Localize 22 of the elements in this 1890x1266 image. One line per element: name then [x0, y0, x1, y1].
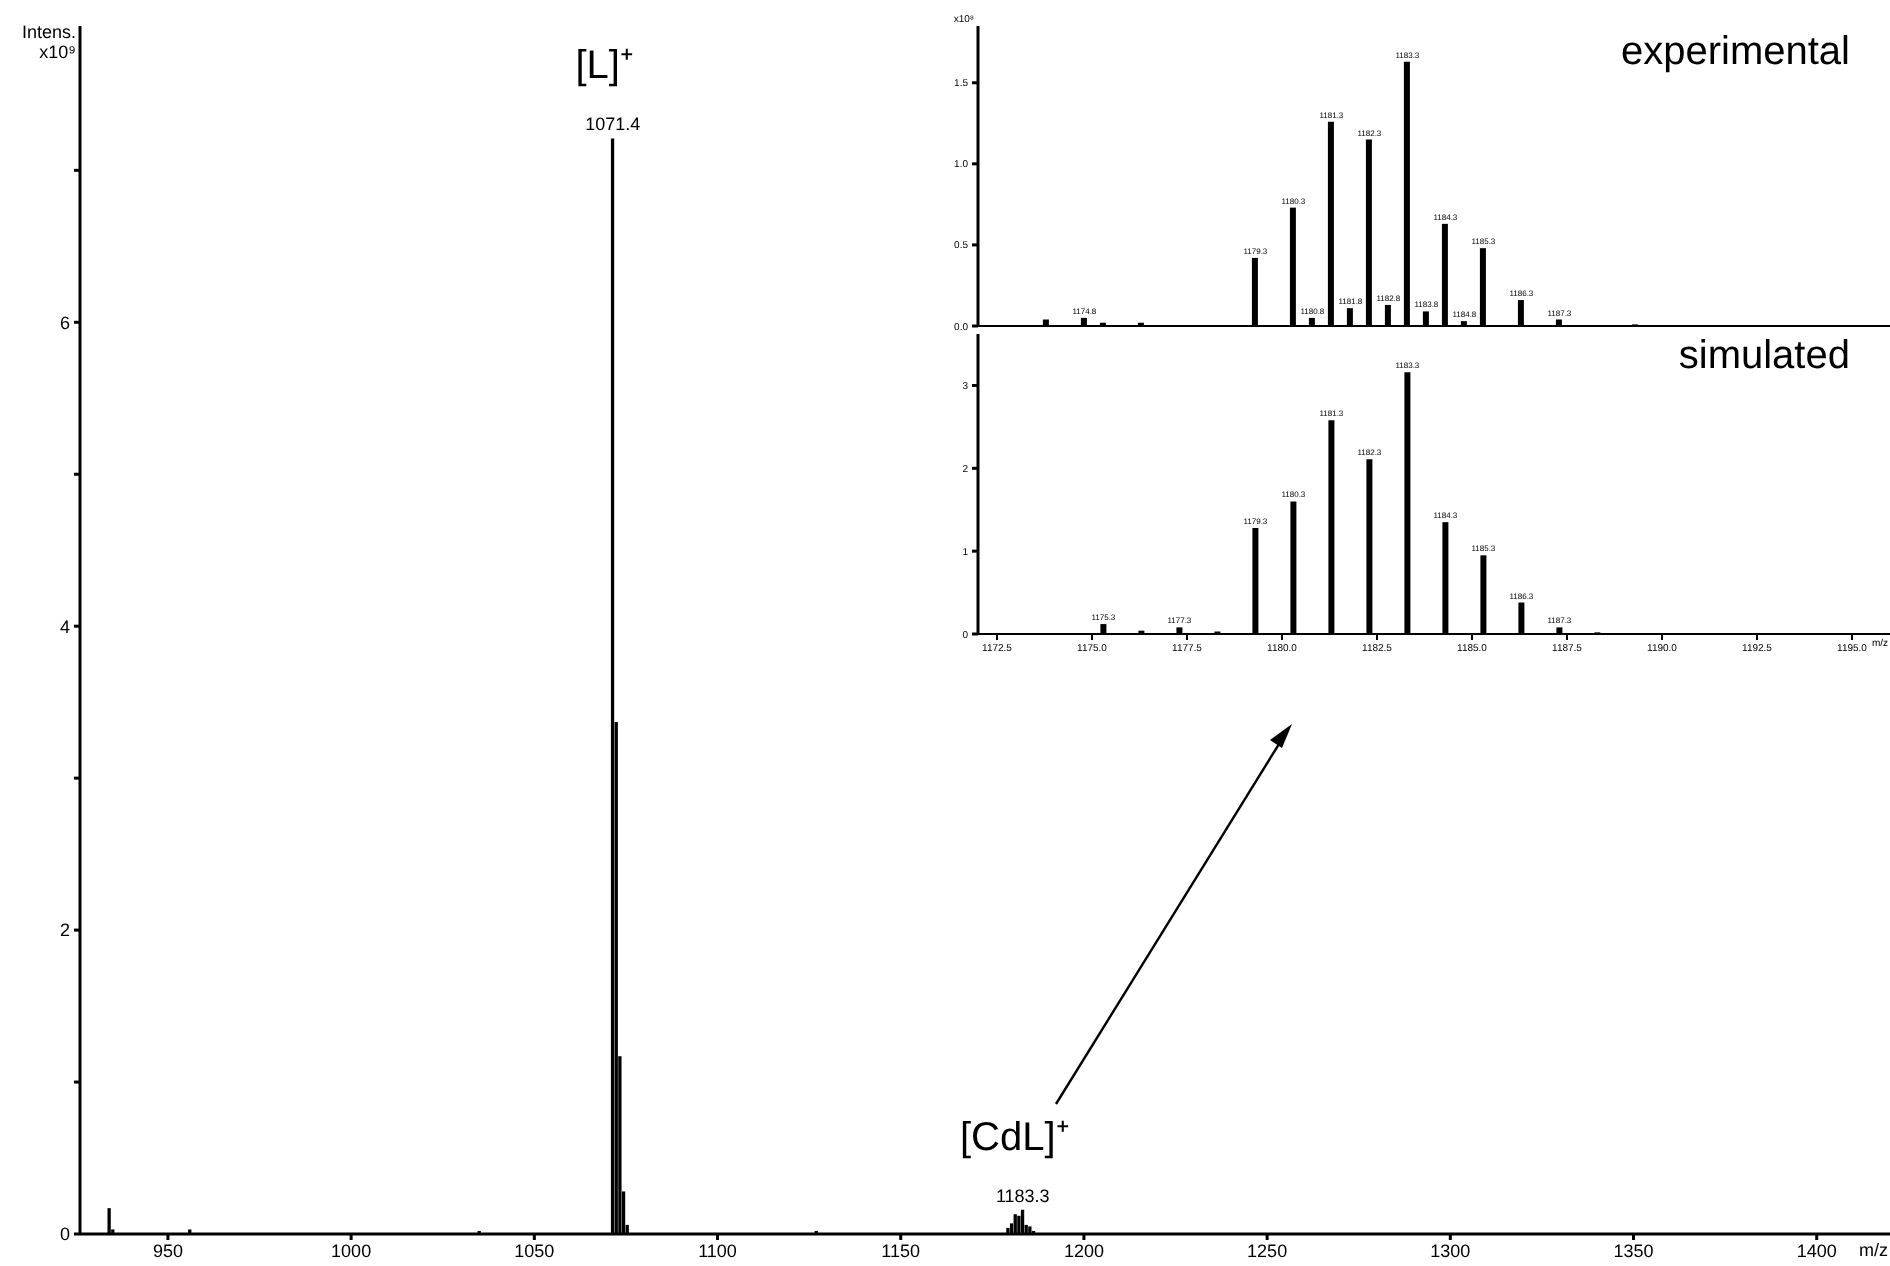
x-tick-label: 1250: [1247, 1240, 1288, 1261]
x-tick-label: 1200: [1063, 1240, 1104, 1261]
x-tick-label: 1400: [1796, 1240, 1837, 1261]
x-tick-label: 1150: [881, 1240, 921, 1261]
y-tick-label: 6: [59, 312, 70, 333]
chart-title: experimental: [1620, 30, 1850, 74]
x-tick-label: 1350: [1613, 1240, 1654, 1261]
y-tick-label: 2: [59, 920, 70, 941]
x-tick-label: 1100: [698, 1240, 737, 1261]
x-tick-label: 1300: [1430, 1240, 1471, 1261]
chart-title: simulated: [1678, 334, 1850, 378]
x-tick-label: 1000: [331, 1240, 372, 1261]
y-tick-label: 4: [59, 616, 70, 637]
annotation: 1183.3: [995, 1185, 1050, 1206]
x-tick-label: 950: [152, 1240, 183, 1261]
x-tick-label: 1050: [514, 1240, 555, 1261]
annotation: [CdL]⁺: [959, 1115, 1070, 1160]
annotation: 1071.4: [585, 114, 641, 135]
annotation: [L]⁺: [575, 44, 634, 89]
y-axis-title: Intens. x10⁹: [19, 22, 76, 62]
x-axis-title: m/z: [1859, 1240, 1888, 1260]
y-tick-label: 0: [59, 1224, 70, 1245]
